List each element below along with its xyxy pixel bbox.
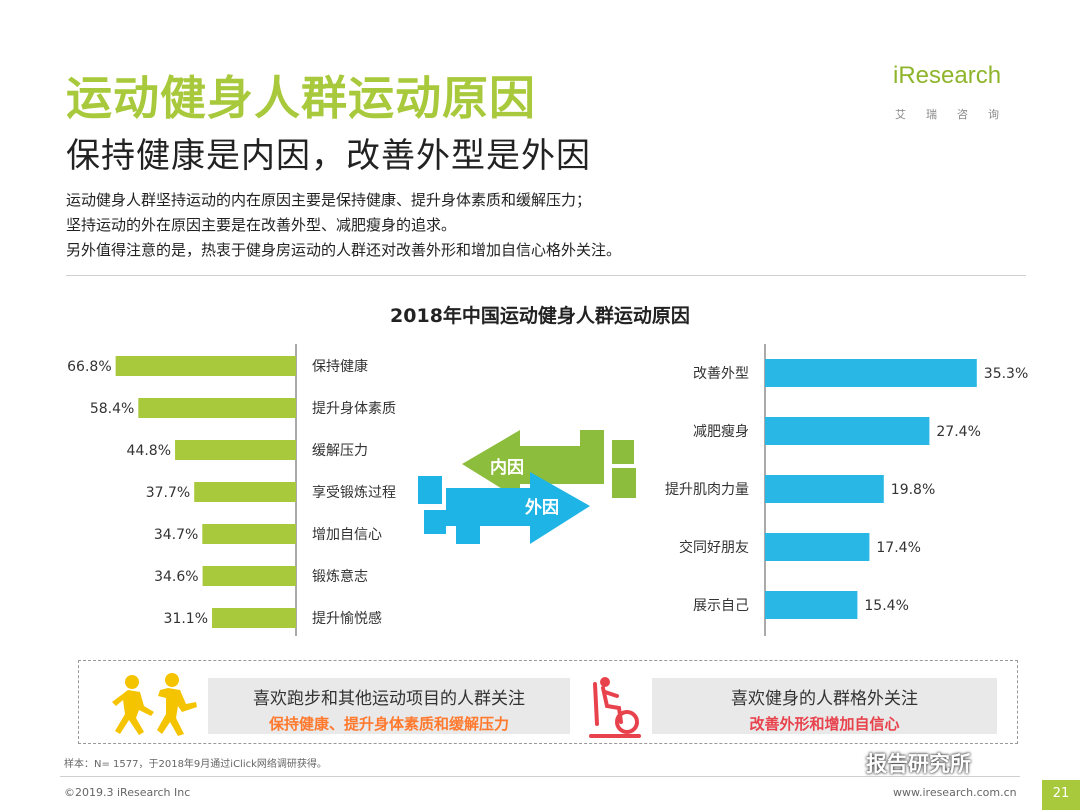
- right-category-label: 减肥瘦身: [693, 423, 749, 440]
- right-category-label: 展示自己: [693, 598, 749, 614]
- exercise-bike-icon: [589, 677, 641, 738]
- panel-runners-focus: 保持健康、提升身体素质和缓解压力: [268, 715, 509, 733]
- left-bar: [175, 440, 296, 460]
- right-bar: [765, 417, 930, 445]
- right-value-label: 15.4%: [864, 598, 908, 614]
- left-category-label: 提升愉悦感: [312, 610, 382, 627]
- left-value-label: 31.1%: [164, 611, 208, 627]
- page-title: 运动健身人群运动原因: [66, 71, 536, 125]
- right-bar: [765, 591, 858, 619]
- sample-note: 样本：N= 1577，于2018年9月通过iClick网络调研获得。: [64, 759, 327, 770]
- left-bar: [212, 608, 296, 628]
- site-url[interactable]: www.iresearch.com.cn: [893, 786, 1017, 799]
- left-category-label: 锻炼意志: [312, 568, 368, 585]
- right-bar: [765, 359, 977, 387]
- panel-runners-title: 喜欢跑步和其他运动项目的人群关注: [253, 689, 525, 709]
- panel-gym-title: 喜欢健身的人群格外关注: [731, 689, 918, 709]
- iresearch-logo: iResearch 艾瑞咨询: [893, 62, 1023, 122]
- summary-line-1: 运动健身人群坚持运动的内在原因主要是保持健康、提升身体素质和缓解压力；: [66, 191, 592, 209]
- outer-arrow-block: [456, 516, 480, 544]
- watermark: 报告研究所: [866, 752, 971, 776]
- left-value-label: 34.6%: [154, 569, 198, 585]
- left-value-label: 44.8%: [127, 443, 171, 459]
- outer-arrow-block: [418, 476, 442, 504]
- right-value-label: 27.4%: [936, 424, 980, 440]
- left-bar: [115, 356, 296, 376]
- logo-main-text: iResearch: [893, 62, 1002, 89]
- header-divider: [66, 275, 1026, 276]
- right-category-label: 交同好朋友: [679, 539, 749, 556]
- left-bar: [202, 566, 296, 586]
- footer-divider: [60, 776, 1020, 777]
- left-value-label: 34.7%: [154, 527, 198, 543]
- right-value-label: 17.4%: [876, 540, 920, 556]
- inner-arrow-block: [580, 430, 604, 454]
- left-value-label: 37.7%: [146, 485, 190, 501]
- page-number: 21: [1042, 780, 1080, 810]
- bottom-summary-box: [78, 660, 1018, 744]
- left-bar: [202, 524, 296, 544]
- left-value-label: 58.4%: [90, 401, 134, 417]
- panel-gym-focus: 改善外形和增加自信心: [749, 715, 900, 733]
- left-bar: [138, 398, 296, 418]
- page-subtitle: 保持健康是内因，改善外型是外因: [66, 136, 591, 176]
- chart-title: 2018年中国运动健身人群运动原因: [390, 305, 690, 327]
- left-category-label: 提升身体素质: [312, 401, 396, 417]
- outer-arrow-shape: [446, 472, 590, 544]
- inner-arrow-label: 内因: [490, 457, 524, 478]
- copyright: ©2019.3 iResearch Inc: [64, 786, 191, 799]
- right-value-label: 35.3%: [984, 366, 1028, 382]
- right-category-label: 改善外型: [693, 366, 749, 382]
- left-value-label: 66.8%: [67, 359, 111, 375]
- summary-text: 运动健身人群坚持运动的内在原因主要是保持健康、提升身体素质和缓解压力； 坚持运动…: [66, 188, 621, 263]
- outer-arrow-block: [424, 510, 446, 534]
- left-category-label: 享受锻炼过程: [312, 484, 396, 501]
- right-bar: [765, 533, 870, 561]
- summary-line-2: 坚持运动的外在原因主要是在改善外型、减肥瘦身的追求。: [66, 216, 457, 234]
- logo-sub-text: 艾瑞咨询: [895, 108, 1019, 121]
- left-category-label: 保持健康: [312, 358, 368, 375]
- right-value-label: 19.8%: [891, 482, 935, 498]
- inner-arrow-block: [612, 468, 636, 498]
- left-category-label: 缓解压力: [312, 443, 368, 459]
- inner-arrow-block: [612, 440, 634, 464]
- runner-icon: [112, 673, 197, 736]
- left-category-label: 增加自信心: [312, 527, 382, 543]
- right-category-label: 提升肌肉力量: [665, 482, 749, 498]
- left-bar: [194, 482, 296, 502]
- outer-arrow-label: 外因: [525, 497, 559, 518]
- summary-line-3: 另外值得注意的是，热衷于健身房运动的人群还对改善外形和增加自信心格外关注。: [66, 241, 622, 259]
- reasons-chart: 66.8% 保持健康 58.4% 提升身体素质 44.8% 缓解压力 37.7% 享受锻炼过程…: [67, 344, 1028, 636]
- inner-arrow-shape: [462, 430, 604, 500]
- panel-runners: 喜欢跑步和其他运动项目的人群关注 保持健康、提升身体素质和缓解压力: [208, 678, 570, 734]
- right-bar: [765, 475, 884, 503]
- panel-gym-goers: 喜欢健身的人群格外关注 改善外形和增加自信心: [652, 678, 997, 734]
